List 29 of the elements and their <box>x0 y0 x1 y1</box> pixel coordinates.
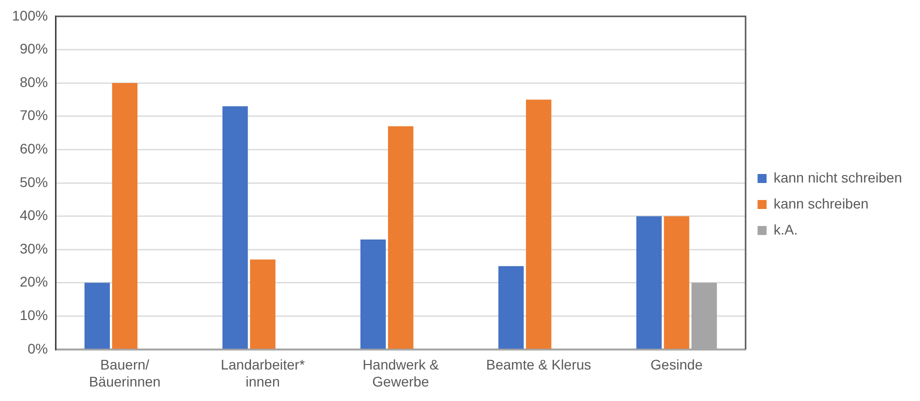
bar <box>112 83 138 349</box>
y-tick-label: 0% <box>28 340 48 356</box>
bar <box>526 100 552 349</box>
bar <box>498 266 524 349</box>
bar <box>84 282 110 349</box>
bar <box>636 216 662 349</box>
y-tick-label: 30% <box>20 240 48 256</box>
legend-label: k.A. <box>774 221 798 238</box>
y-tick-label: 50% <box>20 174 48 190</box>
x-tick-label: Gesinde <box>650 356 703 373</box>
y-tick-label: 70% <box>20 107 48 124</box>
y-tick-label: 80% <box>20 74 48 90</box>
y-tick-label: 10% <box>20 306 48 323</box>
bar <box>250 259 276 349</box>
x-tick-label: Handwerk & Gewerbe <box>362 356 440 390</box>
y-tick-label: 20% <box>20 274 48 290</box>
bar <box>360 240 386 349</box>
x-tick-label: Beamte & Klerus <box>486 356 592 373</box>
bar <box>388 126 414 349</box>
y-tick-label: 60% <box>20 140 48 156</box>
legend-label: kann schreiben <box>774 195 869 212</box>
bar <box>222 106 248 349</box>
legend-label: kann nicht schreiben <box>774 169 902 186</box>
bar <box>664 216 690 349</box>
y-tick-label: 100% <box>12 7 48 24</box>
x-tick-label: Landarbeiter*innen <box>220 356 306 390</box>
y-tick-label: 90% <box>20 40 48 57</box>
y-tick-label: 40% <box>20 207 48 224</box>
x-tick-label: Bauern/Bäuerinnen <box>88 356 161 390</box>
